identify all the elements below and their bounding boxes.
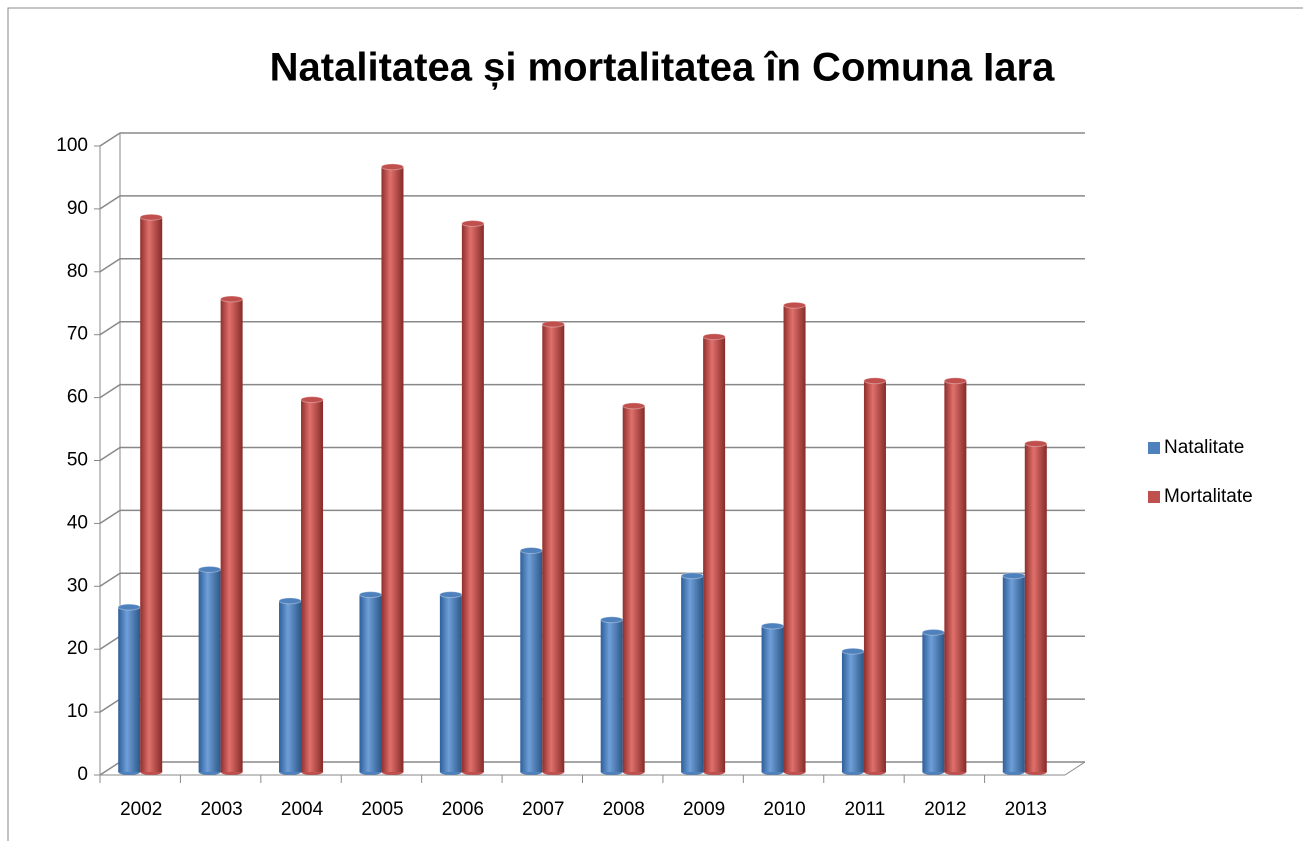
grid-line <box>99 258 121 273</box>
chart-title: Natalitatea și mortalitatea în Comuna Ia… <box>270 46 1055 90</box>
y-tick-label: 60 <box>67 387 88 408</box>
bar <box>520 550 543 772</box>
chart-frame <box>7 7 1303 841</box>
y-tick-label: 70 <box>67 324 88 345</box>
bar-cap <box>220 295 244 303</box>
bar <box>783 305 806 772</box>
bar-cap <box>519 547 543 555</box>
y-tick-label: 90 <box>67 198 88 219</box>
grid-line <box>99 761 121 776</box>
x-tick-label: 2011 <box>845 799 886 820</box>
y-tick-label: 40 <box>67 512 88 533</box>
bar-cap <box>702 333 726 341</box>
grid-line <box>99 446 121 462</box>
grid-line <box>99 195 121 210</box>
bar-cap <box>380 163 404 171</box>
legend-swatch <box>1148 491 1160 503</box>
bar <box>600 619 623 772</box>
legend-label: Mortalitate <box>1164 486 1253 507</box>
y-tick-label: 10 <box>67 701 88 722</box>
grid-line <box>99 635 121 650</box>
bar-cap <box>1024 440 1048 448</box>
bar-cap <box>622 402 646 410</box>
bar <box>922 632 945 772</box>
bar-cap <box>943 377 967 385</box>
bar <box>944 380 967 772</box>
grid-line <box>99 698 121 713</box>
bar-cap <box>300 396 324 404</box>
y-tick-label: 0 <box>77 764 88 785</box>
legend-swatch <box>1148 442 1160 454</box>
bar <box>301 399 324 772</box>
x-tick-label: 2010 <box>763 799 805 820</box>
x-tick-label: 2007 <box>522 799 564 820</box>
bar-cap <box>541 320 565 328</box>
bar-cap <box>783 301 807 309</box>
bar <box>1002 575 1025 772</box>
bar <box>542 324 565 772</box>
grid-line <box>99 132 121 147</box>
grid-line <box>99 383 121 399</box>
grid-line <box>99 509 121 525</box>
bar-cap <box>117 603 141 611</box>
y-tick-label: 20 <box>67 638 88 659</box>
bar-cap <box>680 572 704 580</box>
floor-edge <box>1064 761 1086 776</box>
grid-line <box>99 572 121 587</box>
bar-cap <box>600 616 624 624</box>
bar <box>198 569 221 772</box>
bar <box>439 594 462 772</box>
bar-cap <box>439 591 463 599</box>
x-tick-label: 2002 <box>120 799 162 820</box>
bar-cap <box>1002 572 1026 580</box>
x-tick-label: 2012 <box>924 799 966 820</box>
y-tick-label: 50 <box>67 450 88 471</box>
bar-cap <box>841 647 865 655</box>
x-tick-label: 2013 <box>1005 799 1047 820</box>
bar <box>381 166 404 772</box>
bar <box>622 405 645 772</box>
y-tick-label: 100 <box>56 135 88 156</box>
bar-cap <box>278 597 302 605</box>
legend-label: Natalitate <box>1164 437 1244 458</box>
bar <box>761 626 784 772</box>
x-tick-label: 2005 <box>361 799 403 820</box>
bar-cap <box>461 219 485 227</box>
bar <box>279 600 302 772</box>
bar <box>118 607 141 772</box>
bar-cap <box>921 628 945 636</box>
bar-cap <box>358 591 382 599</box>
grid-line <box>99 321 121 336</box>
bar-cap <box>139 213 163 221</box>
bar <box>681 575 704 772</box>
x-tick-label: 2009 <box>683 799 725 820</box>
x-tick-label: 2003 <box>200 799 242 820</box>
bar <box>703 336 726 772</box>
bar <box>220 298 243 772</box>
bar <box>841 651 864 772</box>
x-tick-label: 2004 <box>281 799 324 820</box>
bar <box>140 217 163 772</box>
y-tick-label: 30 <box>67 575 88 596</box>
bar-cap <box>198 565 222 573</box>
bar-cap <box>863 377 887 385</box>
y-tick-label: 80 <box>67 261 88 282</box>
x-tick-label: 2006 <box>442 799 484 820</box>
bar <box>863 380 886 772</box>
bar <box>359 594 382 772</box>
bar-cap <box>761 622 785 630</box>
x-tick-label: 2008 <box>603 799 645 820</box>
bar <box>461 223 484 773</box>
bar <box>1024 443 1047 772</box>
